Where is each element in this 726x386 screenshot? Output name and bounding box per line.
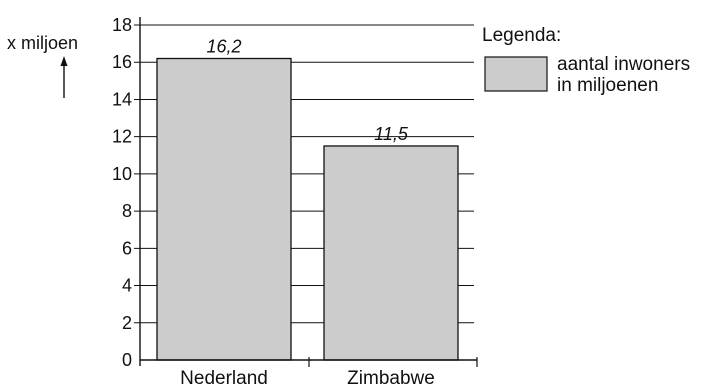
legend: Legenda: aantal inwoners in miljoenen: [482, 25, 690, 96]
y-tick-labels: 0 2 4 6 8 10 12 14 16 18: [112, 15, 132, 370]
bars: [156, 57, 459, 361]
x-category-label: Zimbabwe: [347, 368, 435, 386]
data-label: 11,5: [374, 124, 409, 144]
y-axis-unit-label: x miljoen: [7, 33, 78, 53]
axes: [139, 17, 478, 367]
legend-entry-line-2: in miljoenen: [557, 75, 658, 96]
x-category-label: Nederland: [180, 368, 268, 386]
y-tick-label: 10: [112, 164, 132, 184]
y-tick-label: 6: [122, 238, 132, 258]
y-tick-label: 2: [122, 313, 132, 333]
legend-title: Legenda:: [482, 25, 561, 46]
y-tick-label: 18: [112, 15, 132, 35]
bar-zimbabwe: [323, 145, 459, 361]
y-tick-label: 0: [122, 350, 132, 370]
data-labels: 16,2 11,5: [206, 37, 408, 144]
data-label: 16,2: [206, 37, 241, 57]
x-category-labels: Nederland Zimbabwe: [180, 368, 435, 386]
y-tick-label: 12: [112, 127, 132, 147]
y-tick-label: 8: [122, 201, 132, 221]
legend-swatch: [484, 56, 548, 92]
up-arrow-icon: [60, 56, 68, 98]
y-tick-label: 16: [112, 52, 132, 72]
y-tick-label: 4: [122, 276, 132, 296]
bar-nederland: [156, 57, 292, 361]
legend-entry-line-1: aantal inwoners: [557, 54, 690, 75]
y-tick-label: 14: [112, 89, 132, 109]
